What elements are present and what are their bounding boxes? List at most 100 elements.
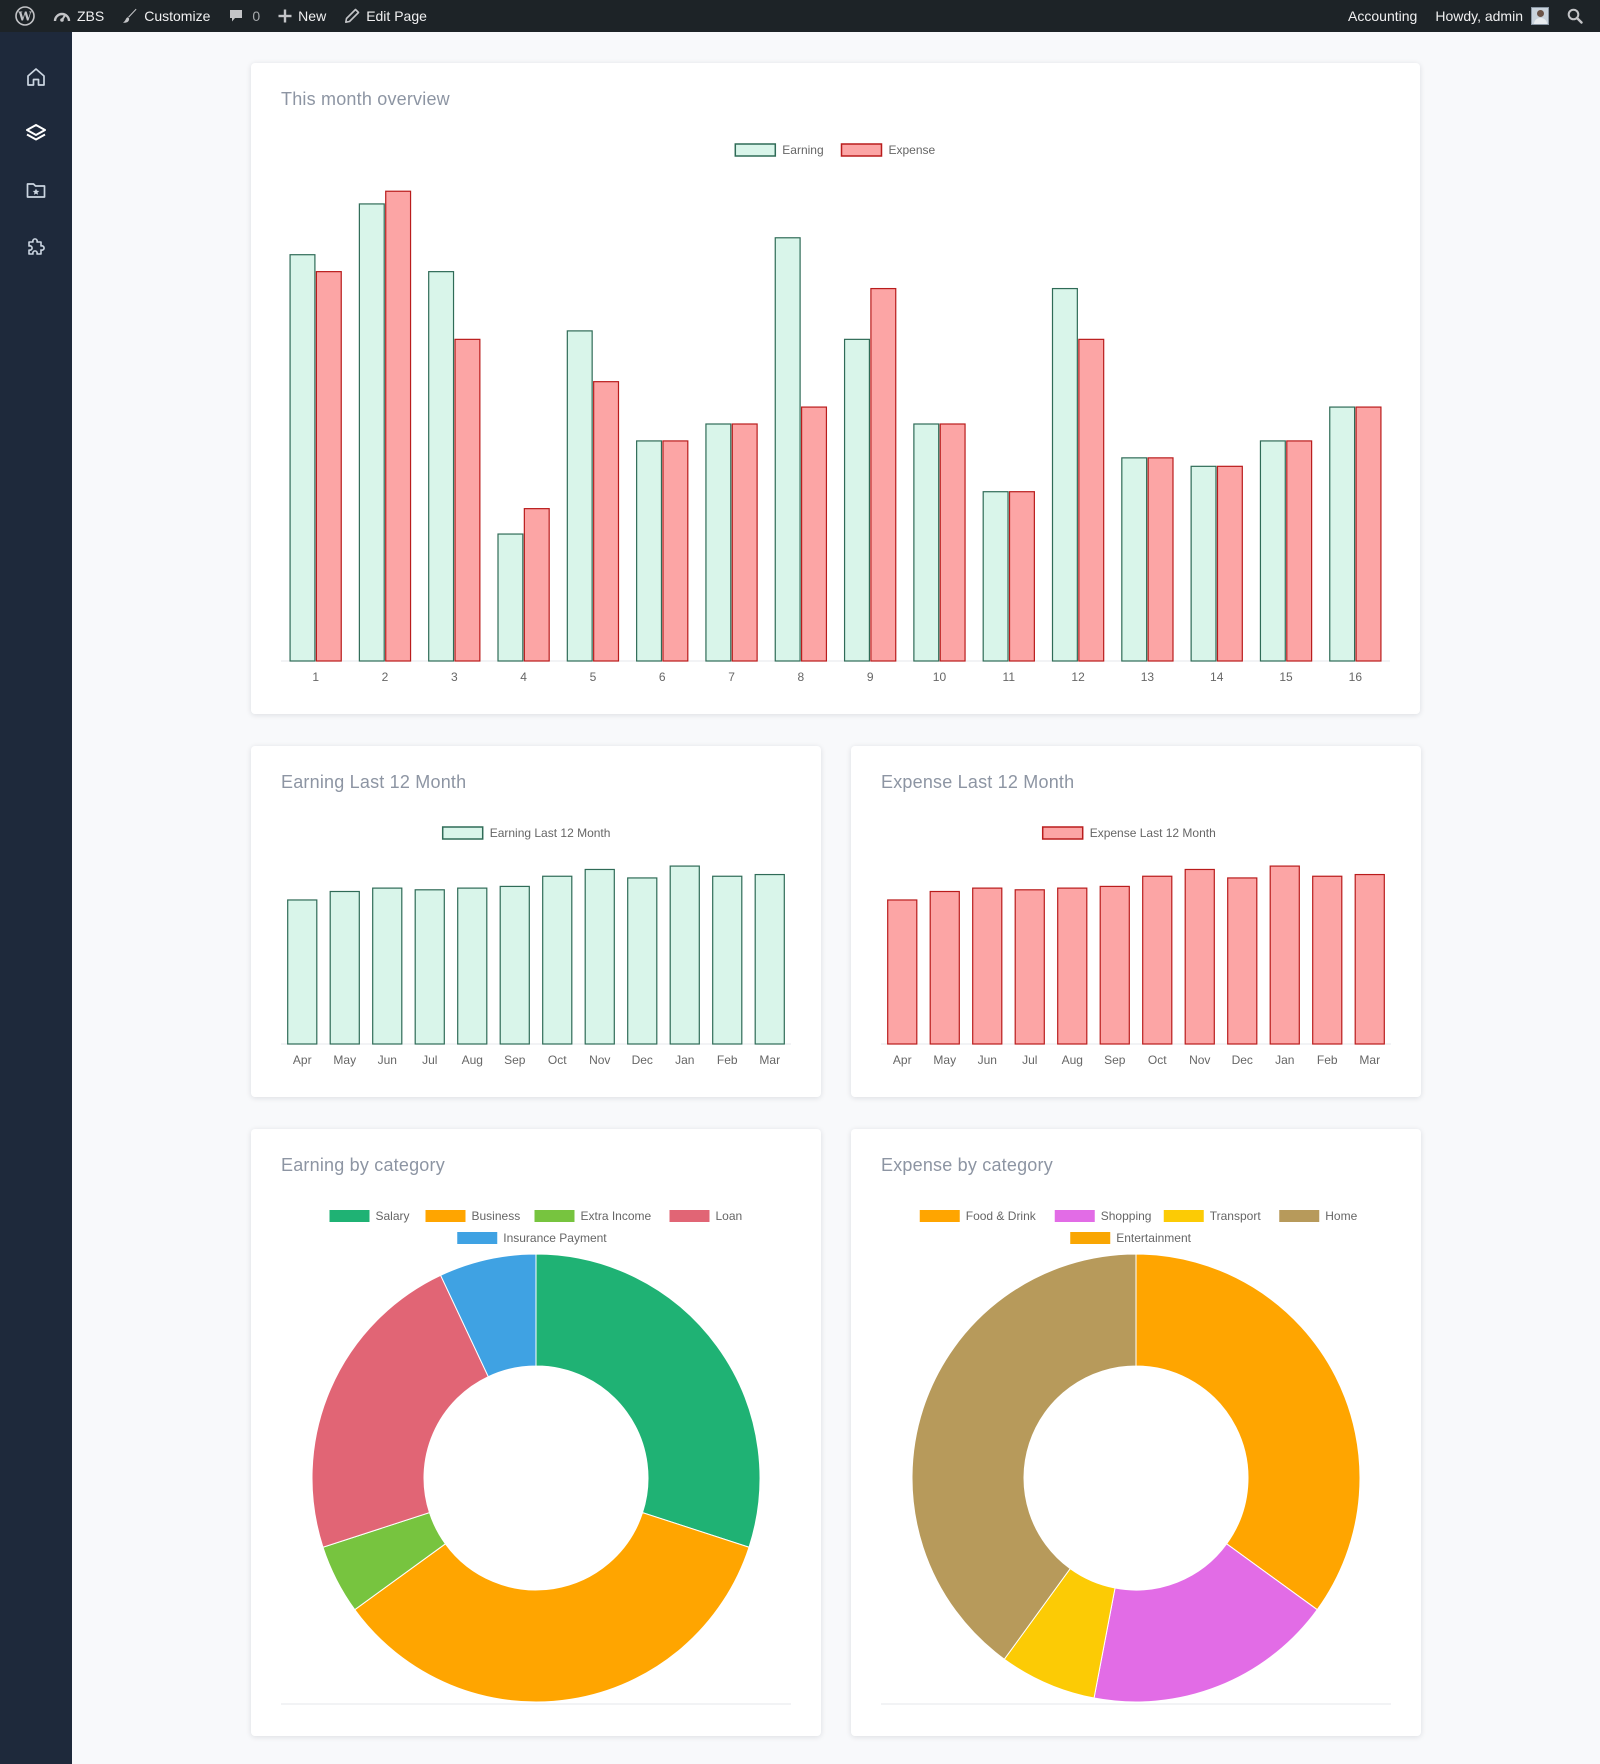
legend-swatch[interactable]: [919, 1210, 960, 1222]
bar-expense-last-12-month-may[interactable]: [929, 890, 960, 1045]
bar-earning-1[interactable]: [289, 254, 316, 662]
legend-swatch[interactable]: [1279, 1210, 1320, 1222]
legend-swatch[interactable]: [1041, 826, 1084, 840]
bar-earning-11[interactable]: [982, 491, 1009, 662]
slice-salary[interactable]: [535, 1253, 761, 1548]
bar-expense-last-12-month-feb[interactable]: [1312, 875, 1343, 1045]
bar-earning-last-12-month-aug[interactable]: [457, 887, 488, 1045]
bar-expense-9[interactable]: [870, 287, 897, 662]
legend-swatch[interactable]: [329, 1210, 370, 1222]
bar-earning-last-12-month-jun[interactable]: [372, 887, 403, 1045]
legend-swatch[interactable]: [734, 143, 777, 157]
edit-page-button[interactable]: Edit Page: [335, 0, 436, 32]
bar-earning-10[interactable]: [913, 423, 940, 662]
search-button[interactable]: [1558, 0, 1592, 32]
bar-earning-8[interactable]: [774, 237, 801, 662]
new-content-button[interactable]: New: [269, 0, 335, 32]
bar-expense-8[interactable]: [800, 406, 828, 662]
bar-expense-last-12-month-apr[interactable]: [887, 899, 918, 1045]
slice-shopping[interactable]: [1093, 1543, 1318, 1703]
bar-expense-14[interactable]: [1216, 465, 1243, 662]
x-tick-label: 16: [1349, 670, 1363, 684]
bar-expense-3[interactable]: [454, 338, 481, 662]
bar-earning-9[interactable]: [843, 338, 871, 662]
bar-earning-13[interactable]: [1121, 457, 1148, 662]
legend-swatch[interactable]: [1070, 1232, 1111, 1244]
bar-expense-15[interactable]: [1286, 440, 1313, 662]
x-tick-label: 3: [451, 670, 458, 684]
bar-earning-last-12-month-mar[interactable]: [754, 873, 785, 1045]
bar-earning-3[interactable]: [428, 271, 455, 662]
bar-expense-11[interactable]: [1008, 491, 1035, 662]
bar-earning-6[interactable]: [636, 440, 663, 662]
bar-expense-last-12-month-jan[interactable]: [1269, 865, 1300, 1045]
bar-expense-last-12-month-dec[interactable]: [1227, 877, 1258, 1045]
slice-business[interactable]: [354, 1511, 750, 1703]
bar-expense-4[interactable]: [523, 508, 550, 662]
bar-expense-last-12-month-nov[interactable]: [1184, 868, 1215, 1045]
bar-earning-5[interactable]: [566, 330, 593, 662]
bar-earning-last-12-month-nov[interactable]: [584, 868, 615, 1045]
comments-button[interactable]: 0: [219, 0, 269, 32]
x-tick-label: Mar: [759, 1053, 780, 1067]
bar-earning-last-12-month-dec[interactable]: [627, 877, 658, 1045]
wordpress-icon: W: [15, 6, 35, 26]
legend-swatch[interactable]: [669, 1210, 710, 1222]
x-tick-label: Aug: [1062, 1053, 1083, 1067]
bar-expense-16[interactable]: [1355, 406, 1382, 662]
legend-swatch[interactable]: [840, 143, 883, 157]
bar-earning-14[interactable]: [1190, 465, 1217, 662]
bar-earning-12[interactable]: [1051, 287, 1078, 662]
bar-expense-last-12-month-oct[interactable]: [1142, 875, 1173, 1045]
bar-earning-16[interactable]: [1329, 406, 1356, 662]
bar-earning-4[interactable]: [497, 533, 524, 662]
slice-loan[interactable]: [311, 1274, 489, 1548]
sidebar-item-extensions[interactable]: [20, 230, 52, 262]
bar-earning-last-12-month-oct[interactable]: [542, 875, 573, 1045]
bar-expense-last-12-month-sep[interactable]: [1099, 885, 1130, 1045]
legend-label: Entertainment: [1116, 1231, 1191, 1245]
x-tick-label: Sep: [504, 1053, 526, 1067]
bar-expense-12[interactable]: [1078, 338, 1105, 662]
bar-earning-2[interactable]: [358, 203, 385, 662]
earning-12-month-bar-chart: Earning Last 12 Month Apr May Jun Jul Aug Sep O…: [281, 826, 791, 1067]
legend-swatch[interactable]: [441, 826, 484, 840]
bar-earning-last-12-month-jul[interactable]: [414, 889, 445, 1045]
bar-earning-7[interactable]: [705, 423, 732, 662]
bar-expense-last-12-month-mar[interactable]: [1354, 873, 1385, 1045]
site-name-button[interactable]: ZBS: [44, 0, 113, 32]
legend-swatch[interactable]: [425, 1210, 466, 1222]
bar-expense-13[interactable]: [1147, 457, 1174, 662]
wordpress-logo-button[interactable]: W: [6, 0, 44, 32]
customize-button[interactable]: Customize: [113, 0, 219, 32]
bar-expense-last-12-month-aug[interactable]: [1057, 887, 1088, 1045]
bar-earning-last-12-month-feb[interactable]: [712, 875, 743, 1045]
slice-food-drink[interactable]: [1135, 1253, 1361, 1611]
bar-expense-6[interactable]: [662, 440, 689, 662]
sidebar-item-folder[interactable]: [20, 174, 52, 206]
bar-expense-7[interactable]: [731, 423, 758, 662]
bar-earning-last-12-month-apr[interactable]: [287, 899, 318, 1045]
user-account-menu[interactable]: Howdy, admin: [1426, 0, 1558, 32]
bar-expense-2[interactable]: [385, 190, 412, 662]
bar-earning-last-12-month-may[interactable]: [329, 890, 360, 1045]
bar-expense-5[interactable]: [593, 381, 620, 662]
legend-swatch[interactable]: [1163, 1210, 1204, 1222]
slice-home[interactable]: [911, 1253, 1137, 1660]
chart-legend: Earning Expense: [734, 143, 936, 157]
legend-swatch[interactable]: [457, 1232, 498, 1244]
bar-earning-last-12-month-sep[interactable]: [499, 885, 530, 1045]
bar-expense-last-12-month-jun[interactable]: [972, 887, 1003, 1045]
bar-earning-last-12-month-jan[interactable]: [669, 865, 700, 1045]
accounting-link[interactable]: Accounting: [1339, 0, 1426, 32]
legend-swatch[interactable]: [534, 1210, 575, 1222]
bar-expense-10[interactable]: [939, 423, 966, 662]
bar-earning-15[interactable]: [1259, 440, 1286, 662]
bar-expense-last-12-month-jul[interactable]: [1014, 889, 1045, 1045]
home-icon: [27, 68, 45, 86]
sidebar-item-layers[interactable]: [20, 117, 52, 149]
legend-swatch[interactable]: [1054, 1210, 1095, 1222]
slice-insurance-payment[interactable]: [439, 1253, 537, 1378]
bar-expense-1[interactable]: [315, 271, 342, 662]
sidebar-item-home[interactable]: [20, 61, 52, 93]
